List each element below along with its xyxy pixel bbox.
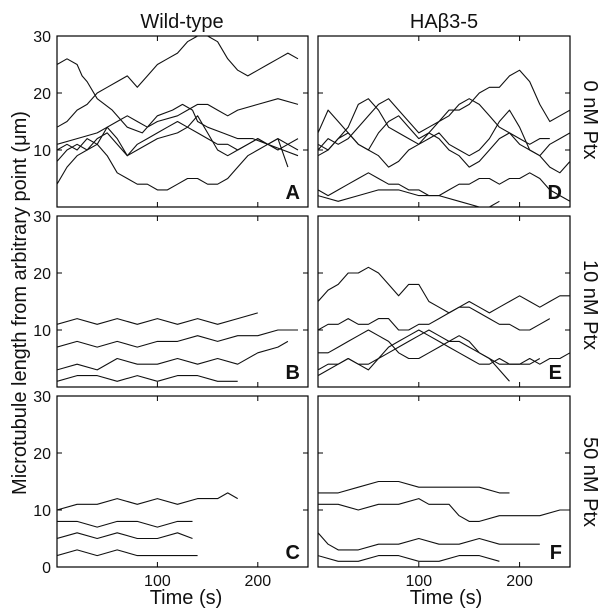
microtubule-trace (318, 132, 570, 174)
y-tick-label: 30 (33, 209, 51, 226)
panel-letter: C (286, 542, 300, 564)
microtubule-trace (57, 329, 298, 348)
panel-c: 10 20 30 0 100 200 C (33, 389, 309, 590)
x-tick-label: 200 (506, 573, 533, 590)
microtubule-trace (318, 98, 550, 151)
microtubule-trace (318, 498, 570, 522)
panel-a: 10 20 30 A (33, 29, 309, 208)
panel-frame (56, 35, 309, 208)
microtubule-trace (57, 120, 299, 162)
y-axis-label: Microtubule length from arbitrary point … (9, 111, 31, 495)
panel-frame (56, 215, 309, 388)
y-tick-label: 10 (33, 503, 51, 520)
panel-letter: B (286, 362, 300, 384)
traces (57, 312, 298, 382)
panel-letter: A (286, 182, 300, 204)
panel-d: D (317, 35, 571, 208)
microtubule-trace (57, 520, 193, 528)
y-tick-label: 30 (33, 389, 51, 406)
panel-letter: F (550, 542, 562, 564)
microtubule-trace (318, 555, 500, 562)
microtubule-trace (57, 492, 238, 511)
col-title-habeta: HAβ3-5 (410, 11, 478, 33)
y-tick-label: 20 (33, 446, 51, 463)
x-tick-label: 100 (144, 573, 171, 590)
traces (57, 492, 238, 557)
y-tick-label: 20 (33, 266, 51, 283)
microtubule-trace (318, 329, 510, 382)
microtubule-trace (318, 306, 551, 331)
panel-frame (56, 395, 309, 568)
panel-letter: E (549, 362, 562, 384)
panel-e: E (317, 215, 571, 388)
panel-f: 100 200 F (317, 395, 571, 590)
microtubule-trace (318, 189, 500, 207)
y-tick-label: 10 (33, 323, 51, 340)
x-tick-label: 200 (244, 573, 271, 590)
microtubule-trace (57, 549, 198, 557)
microtubule-trace (57, 375, 238, 382)
microtubule-trace (318, 532, 540, 551)
panel-frame (317, 35, 571, 208)
microtubule-trace (318, 98, 570, 157)
microtubule-trace (57, 340, 289, 371)
traces (318, 480, 570, 562)
microtubule-trace (318, 329, 541, 365)
y-tick-label: 10 (33, 143, 51, 160)
x-axis-label-right: Time (s) (410, 587, 483, 609)
traces (57, 36, 299, 191)
row-title-50nm: 50 nM Ptx (579, 437, 598, 527)
row-title-0nm: 0 nM Ptx (579, 81, 598, 160)
y-tick-label: 0 (42, 560, 51, 577)
col-title-wildtype: Wild-type (140, 11, 223, 33)
panel-frame (317, 215, 571, 388)
traces (318, 266, 570, 382)
panels: 10 20 30 A 10 20 30 B 10 20 30 0 100 200 C D E 100 200 F (33, 29, 571, 590)
panel-letter: D (548, 182, 562, 204)
x-axis-label-left: Time (s) (150, 587, 223, 609)
microtubule-trace (57, 98, 299, 145)
microtubule-trace (57, 312, 258, 325)
microtubule-trace (318, 172, 570, 202)
traces (318, 69, 570, 207)
y-tick-label: 20 (33, 86, 51, 103)
x-tick-label: 100 (405, 573, 432, 590)
panel-b: 10 20 30 B (33, 209, 309, 388)
microtubule-trace (57, 138, 289, 191)
microtubule-trace (318, 480, 510, 494)
panel-frame (317, 395, 571, 568)
microtubule-trace (318, 329, 570, 377)
microtubule-trace (318, 266, 570, 314)
row-title-10nm: 10 nM Ptx (579, 260, 598, 350)
microtubule-trace (57, 58, 299, 157)
microtubule-trace (57, 532, 193, 540)
microtubule-trace (57, 36, 299, 128)
y-tick-label: 30 (33, 29, 51, 46)
